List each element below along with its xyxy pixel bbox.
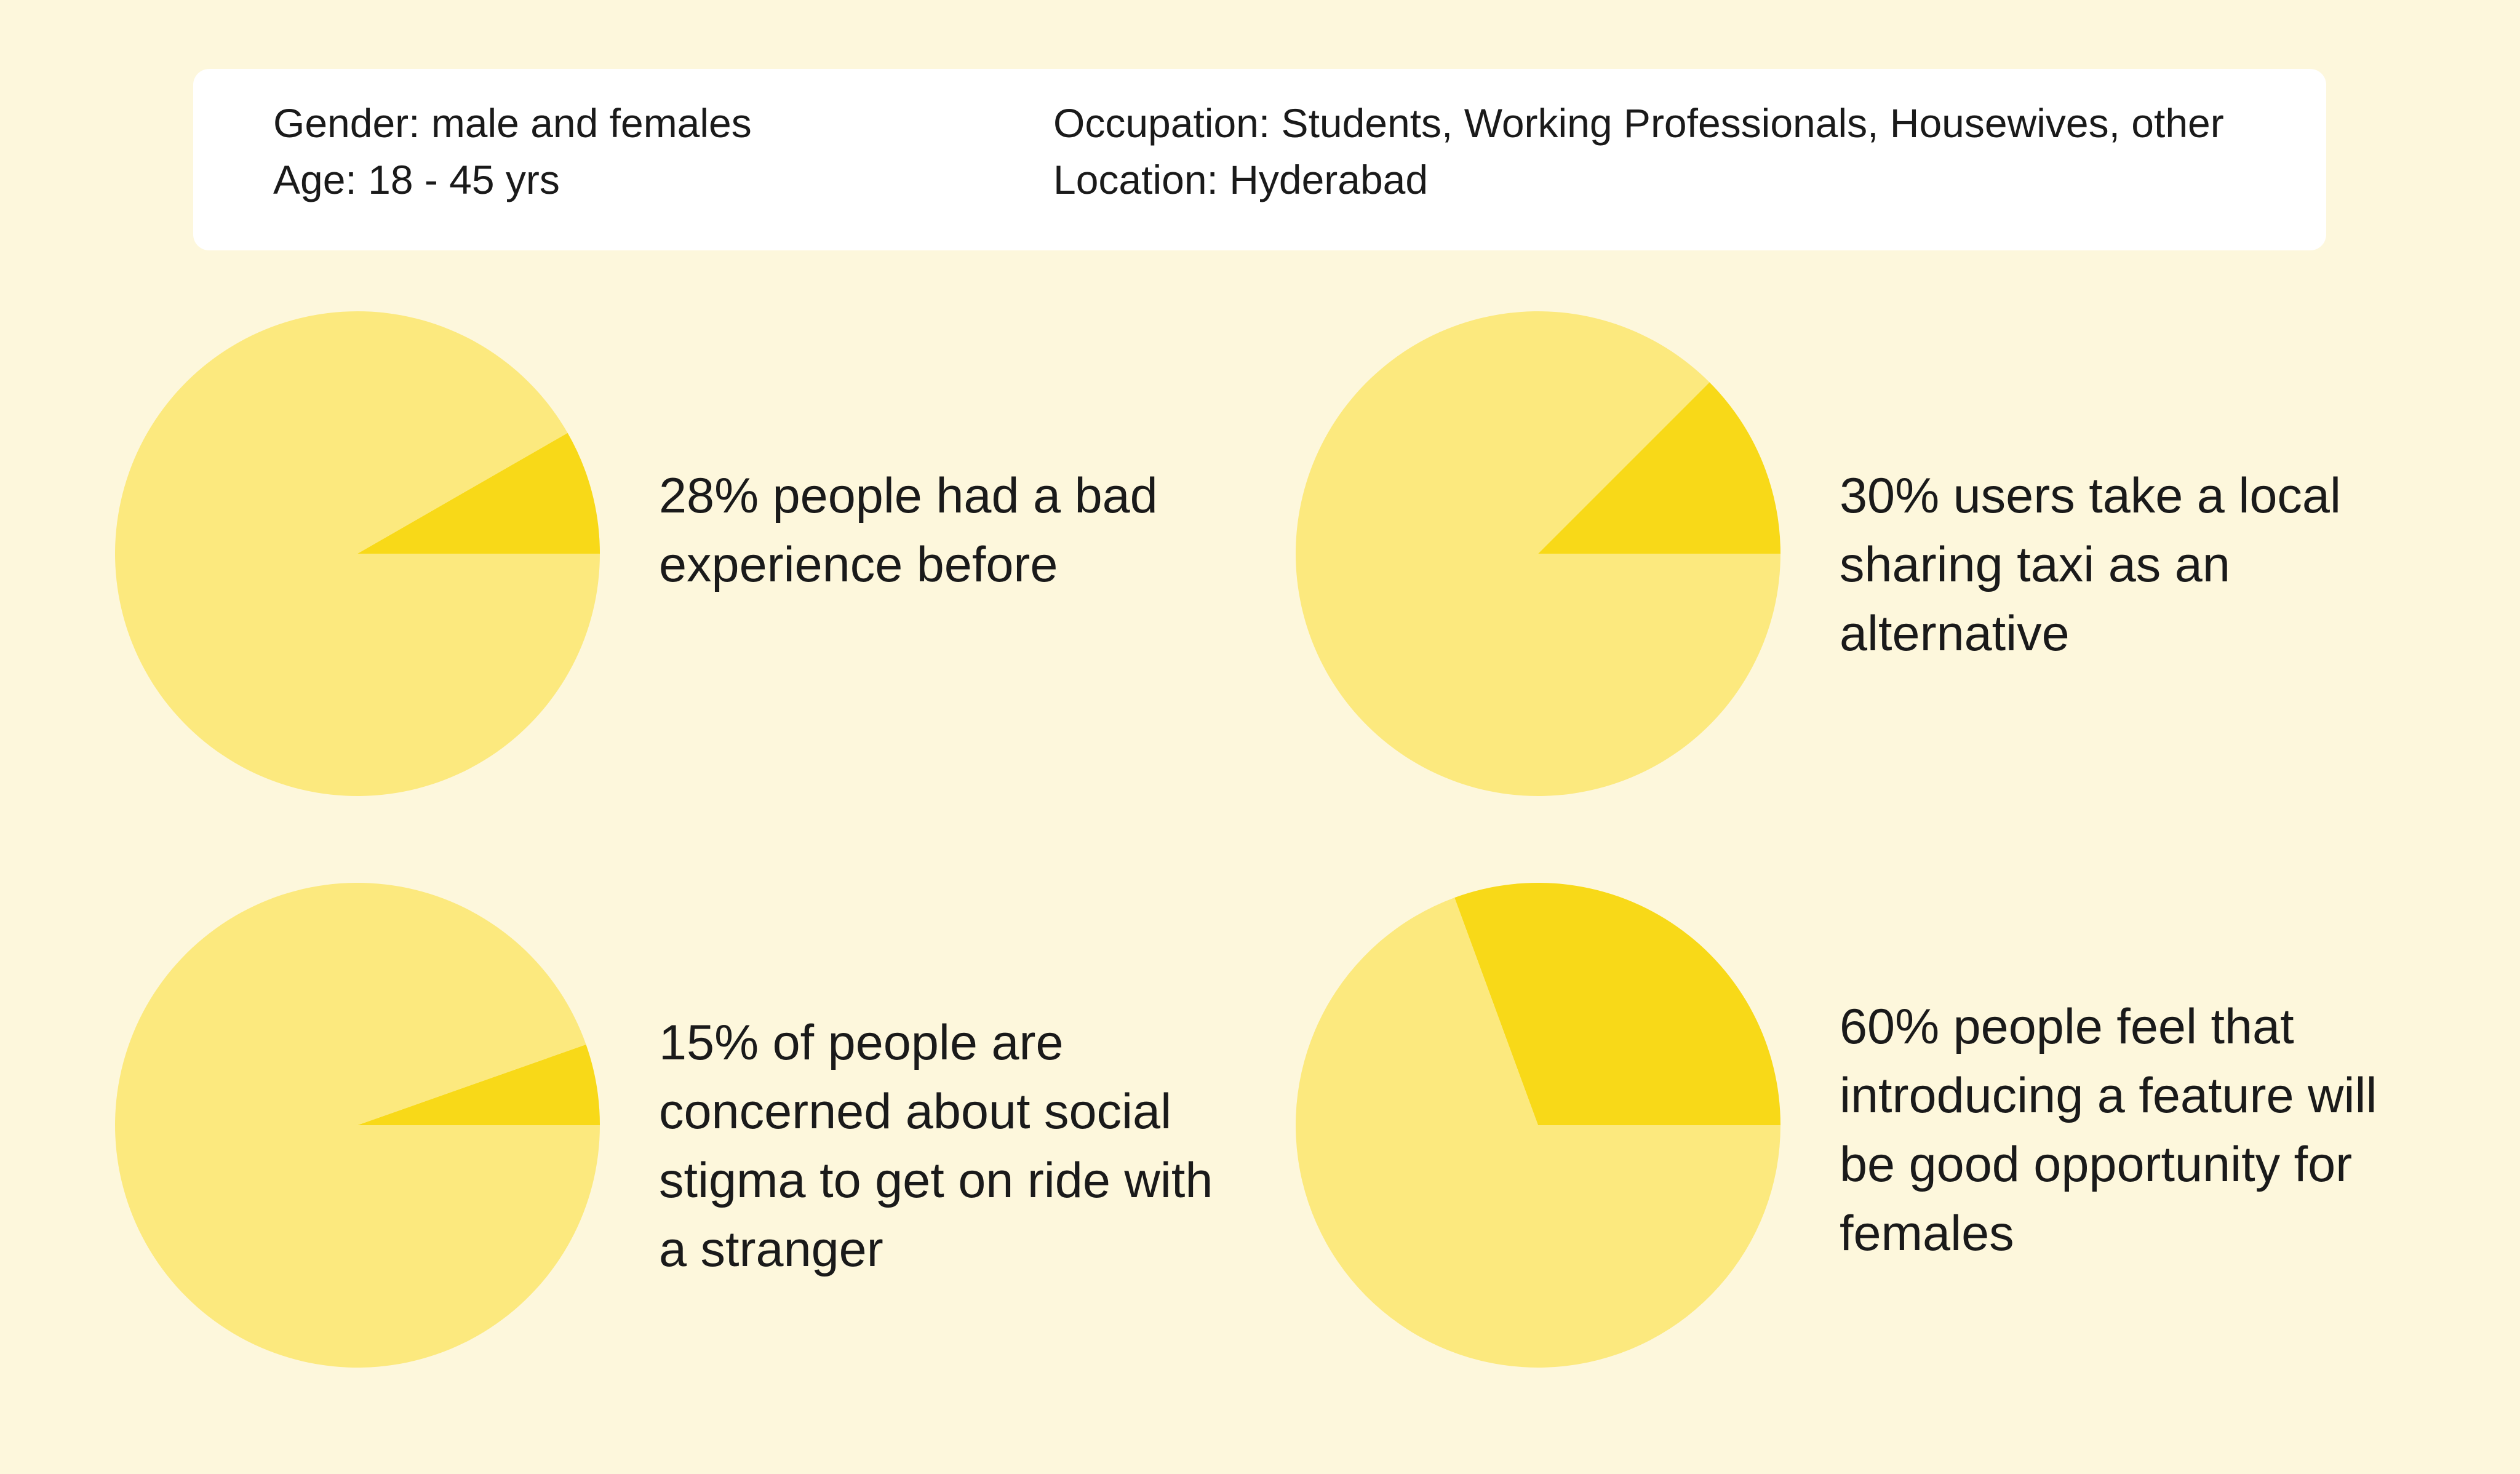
pie-chart-svg — [115, 311, 600, 796]
stat-line: introducing a feature will — [1840, 1068, 2377, 1123]
pie-slice-highlight — [357, 432, 600, 554]
stat-line: 30% users take a local — [1840, 468, 2341, 524]
gender-text: Gender: male and females — [273, 100, 752, 146]
pie-slice-highlight — [1454, 883, 1780, 1125]
stat-line: stigma to get on ride with — [659, 1153, 1213, 1208]
pie-slice-remainder — [1296, 898, 1780, 1368]
stat-line: alternative — [1840, 606, 2070, 661]
stat-line: 60% people feel that — [1840, 999, 2294, 1054]
demographics-card: Gender: male and females Age: 18 - 45 yr… — [193, 69, 2326, 250]
pie-slice-highlight — [1538, 382, 1780, 554]
age-text: Age: 18 - 45 yrs — [273, 157, 560, 202]
demographics-left-column: Gender: male and females Age: 18 - 45 yr… — [273, 95, 752, 208]
stat-line: 28% people had a bad — [659, 468, 1158, 524]
stat-text-local-taxi: 30% users take a local sharing taxi as a… — [1840, 461, 2455, 668]
stat-line: a stranger — [659, 1222, 883, 1277]
stat-line: concerned about social — [659, 1084, 1172, 1139]
pie-chart-female-feature — [1296, 883, 1780, 1368]
pie-chart-social-stigma — [115, 883, 600, 1368]
pie-slice-highlight — [357, 1044, 600, 1125]
demographics-right-column: Occupation: Students, Working Profession… — [1053, 95, 2224, 208]
pie-chart-svg — [115, 883, 600, 1368]
pie-chart-svg — [1296, 311, 1780, 796]
pie-chart-svg — [1296, 883, 1780, 1368]
stat-text-bad-experience: 28% people had a bad experience before — [659, 461, 1274, 599]
stat-line: sharing taxi as an — [1840, 537, 2230, 592]
pie-slice-remainder — [1296, 311, 1780, 796]
stat-text-female-feature: 60% people feel that introducing a featu… — [1840, 992, 2455, 1268]
pie-slice-remainder — [115, 311, 600, 796]
occupation-text: Occupation: Students, Working Profession… — [1053, 100, 2224, 146]
stat-text-social-stigma: 15% of people are concerned about social… — [659, 1008, 1274, 1284]
pie-chart-bad-experience — [115, 311, 600, 796]
pie-slice-remainder — [115, 883, 600, 1368]
stat-line: be good opportunity for — [1840, 1137, 2353, 1192]
pie-chart-local-taxi — [1296, 311, 1780, 796]
stat-line: experience before — [659, 537, 1058, 592]
stat-line: 15% of people are — [659, 1015, 1064, 1070]
stat-line: females — [1840, 1206, 2014, 1261]
location-text: Location: Hyderabad — [1053, 157, 1429, 202]
